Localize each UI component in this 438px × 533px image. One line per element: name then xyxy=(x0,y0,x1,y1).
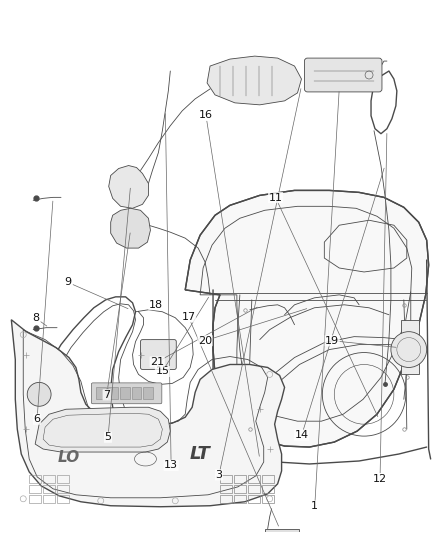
Bar xyxy=(131,387,141,399)
Bar xyxy=(262,475,274,483)
Text: 7: 7 xyxy=(103,390,110,400)
Bar xyxy=(401,320,419,348)
Bar xyxy=(43,475,55,483)
Polygon shape xyxy=(207,56,301,105)
Text: 16: 16 xyxy=(199,110,213,120)
Bar xyxy=(401,354,419,375)
Text: 18: 18 xyxy=(149,300,163,310)
Polygon shape xyxy=(109,166,148,208)
Text: 8: 8 xyxy=(33,313,40,324)
Bar xyxy=(29,485,41,493)
Text: 17: 17 xyxy=(181,312,196,322)
Bar xyxy=(265,529,300,533)
Bar xyxy=(120,387,130,399)
Polygon shape xyxy=(11,320,285,507)
Polygon shape xyxy=(35,407,170,452)
Text: 9: 9 xyxy=(64,277,71,287)
Circle shape xyxy=(27,382,51,406)
Bar xyxy=(144,387,153,399)
Text: 11: 11 xyxy=(268,192,283,203)
Bar xyxy=(234,475,246,483)
Bar xyxy=(262,485,274,493)
Text: LO: LO xyxy=(58,449,80,464)
FancyBboxPatch shape xyxy=(141,340,176,369)
Bar xyxy=(57,485,69,493)
FancyBboxPatch shape xyxy=(91,383,162,404)
Bar xyxy=(248,495,260,503)
Text: 13: 13 xyxy=(164,461,178,470)
Text: 1: 1 xyxy=(311,501,318,511)
Text: 3: 3 xyxy=(215,470,223,480)
Bar xyxy=(220,495,232,503)
Polygon shape xyxy=(111,208,150,248)
Text: 19: 19 xyxy=(325,336,339,346)
FancyBboxPatch shape xyxy=(304,58,382,92)
Bar xyxy=(248,475,260,483)
Bar xyxy=(108,387,118,399)
Bar xyxy=(96,387,106,399)
Circle shape xyxy=(391,332,427,367)
Bar xyxy=(220,475,232,483)
Text: 6: 6 xyxy=(34,414,41,424)
Polygon shape xyxy=(185,190,429,447)
Bar xyxy=(234,485,246,493)
Text: LT: LT xyxy=(190,445,211,463)
Bar xyxy=(248,485,260,493)
Bar xyxy=(220,485,232,493)
Bar xyxy=(29,495,41,503)
Bar xyxy=(29,475,41,483)
Text: 14: 14 xyxy=(295,430,309,440)
Bar xyxy=(43,495,55,503)
Text: 15: 15 xyxy=(155,367,170,376)
Bar xyxy=(234,495,246,503)
Text: 5: 5 xyxy=(105,432,112,442)
Bar xyxy=(57,495,69,503)
Bar xyxy=(43,485,55,493)
Bar xyxy=(262,495,274,503)
Text: 21: 21 xyxy=(150,357,164,367)
Text: 20: 20 xyxy=(198,336,212,346)
Text: 12: 12 xyxy=(373,474,387,483)
Bar xyxy=(57,475,69,483)
